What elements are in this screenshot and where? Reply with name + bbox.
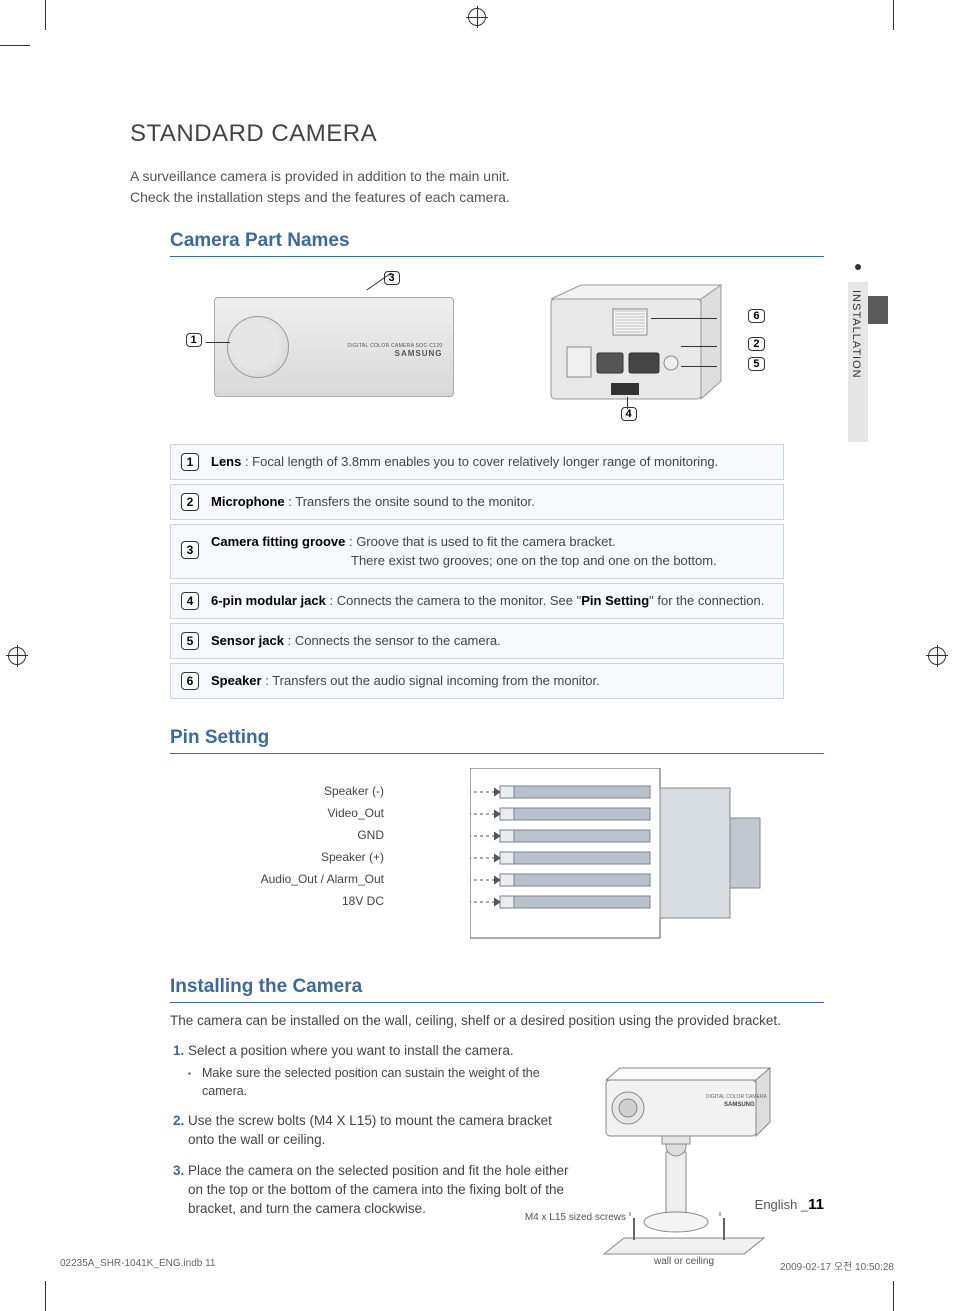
pin-label: Speaker (-) [261,780,384,802]
camera-back-figure: 6 2 5 4 [541,281,741,426]
step-sub: Make sure the selected position can sust… [188,1065,570,1100]
table-row: 3 Camera fitting groove : Groove that is… [170,524,784,578]
section-title-parts: Camera Part Names [170,230,824,257]
step-item: Select a position where you want to inst… [188,1042,570,1100]
install-body: Select a position where you want to inst… [170,1042,784,1272]
footer-lang: English _ [755,1197,808,1212]
table-row: 2 Microphone : Transfers the onsite soun… [170,484,784,520]
print-date: 2009-02-17 오전 10:50:28 [780,1258,894,1273]
table-row: 6 Speaker : Transfers out the audio sign… [170,663,784,699]
parts-table: 1 Lens : Focal length of 3.8mm enables y… [170,444,784,699]
page-title: STANDARD CAMERA [130,120,824,148]
part-number: 5 [181,632,199,650]
part-number: 6 [181,672,199,690]
install-intro: The camera can be installed on the wall,… [170,1013,784,1028]
part-desc: Microphone : Transfers the onsite sound … [211,493,535,511]
svg-text:SAMSUNG: SAMSUNG [724,1102,755,1108]
page-footer: English _11 [755,1196,824,1213]
table-row: 4 6-pin modular jack : Connects the came… [170,583,784,619]
part-number: 4 [181,592,199,610]
install-steps: Select a position where you want to inst… [170,1042,584,1272]
pin-label: Video_Out [261,802,384,824]
intro-text: A surveillance camera is provided in add… [130,166,824,208]
camera-back-svg [541,281,741,421]
callout-2: 2 [748,337,764,351]
part-desc: 6-pin modular jack : Connects the camera… [211,592,764,610]
table-row: 5 Sensor jack : Connects the sensor to t… [170,623,784,659]
footer-page-number: 11 [808,1196,824,1213]
part-desc: Lens : Focal length of 3.8mm enables you… [211,453,718,471]
step-item: Place the camera on the selected positio… [188,1162,570,1219]
part-desc: Camera fitting groove : Groove that is u… [211,533,717,569]
callout-4: 4 [621,407,637,421]
intro-line-2: Check the installation steps and the fea… [130,189,510,205]
pin-labels: Speaker (-) Video_Out GND Speaker (+) Au… [261,780,384,912]
camera-front-figure: DIGITAL COLOR CAMERA SOC-C120 SAMSUNG 3 … [214,297,454,426]
pin-svg [470,768,800,948]
pin-label: 18V DC [261,890,384,912]
step-item: Use the screw bolts (M4 X L15) to mount … [188,1112,570,1150]
section-title-install: Installing the Camera [170,976,824,1003]
pin-label: Speaker (+) [261,846,384,868]
part-number: 3 [181,541,199,559]
svg-text:DIGITAL COLOR CAMERA: DIGITAL COLOR CAMERA [706,1094,768,1100]
print-file: 02235A_SHR-1041K_ENG.indb 11 [60,1258,215,1273]
print-footer: 02235A_SHR-1041K_ENG.indb 11 2009-02-17 … [60,1258,894,1273]
pin-label: Audio_Out / Alarm_Out [261,868,384,890]
callout-5: 5 [748,357,764,371]
part-number: 1 [181,453,199,471]
table-row: 1 Lens : Focal length of 3.8mm enables y… [170,444,784,480]
camera-brand-text: DIGITAL COLOR CAMERA SOC-C120 SAMSUNG [347,342,442,358]
pin-label: GND [261,824,384,846]
part-desc: Sensor jack : Connects the sensor to the… [211,632,501,650]
section-title-pin: Pin Setting [170,727,824,754]
part-number: 2 [181,493,199,511]
mount-figure: DIGITAL COLOR CAMERA SAMSUNG M4 x L15 si… [584,1042,784,1272]
mount-label-screws: M4 x L15 sized screws [516,1212,626,1223]
callout-1: 1 [186,333,202,347]
camera-front-body: DIGITAL COLOR CAMERA SOC-C120 SAMSUNG [214,297,454,397]
intro-line-1: A surveillance camera is provided in add… [130,168,510,184]
part-desc: Speaker : Transfers out the audio signal… [211,672,600,690]
camera-figures: DIGITAL COLOR CAMERA SOC-C120 SAMSUNG 3 … [170,271,784,426]
pin-diagram: Speaker (-) Video_Out GND Speaker (+) Au… [170,768,784,948]
mount-svg: DIGITAL COLOR CAMERA SAMSUNG [584,1042,784,1262]
callout-6: 6 [748,309,764,323]
